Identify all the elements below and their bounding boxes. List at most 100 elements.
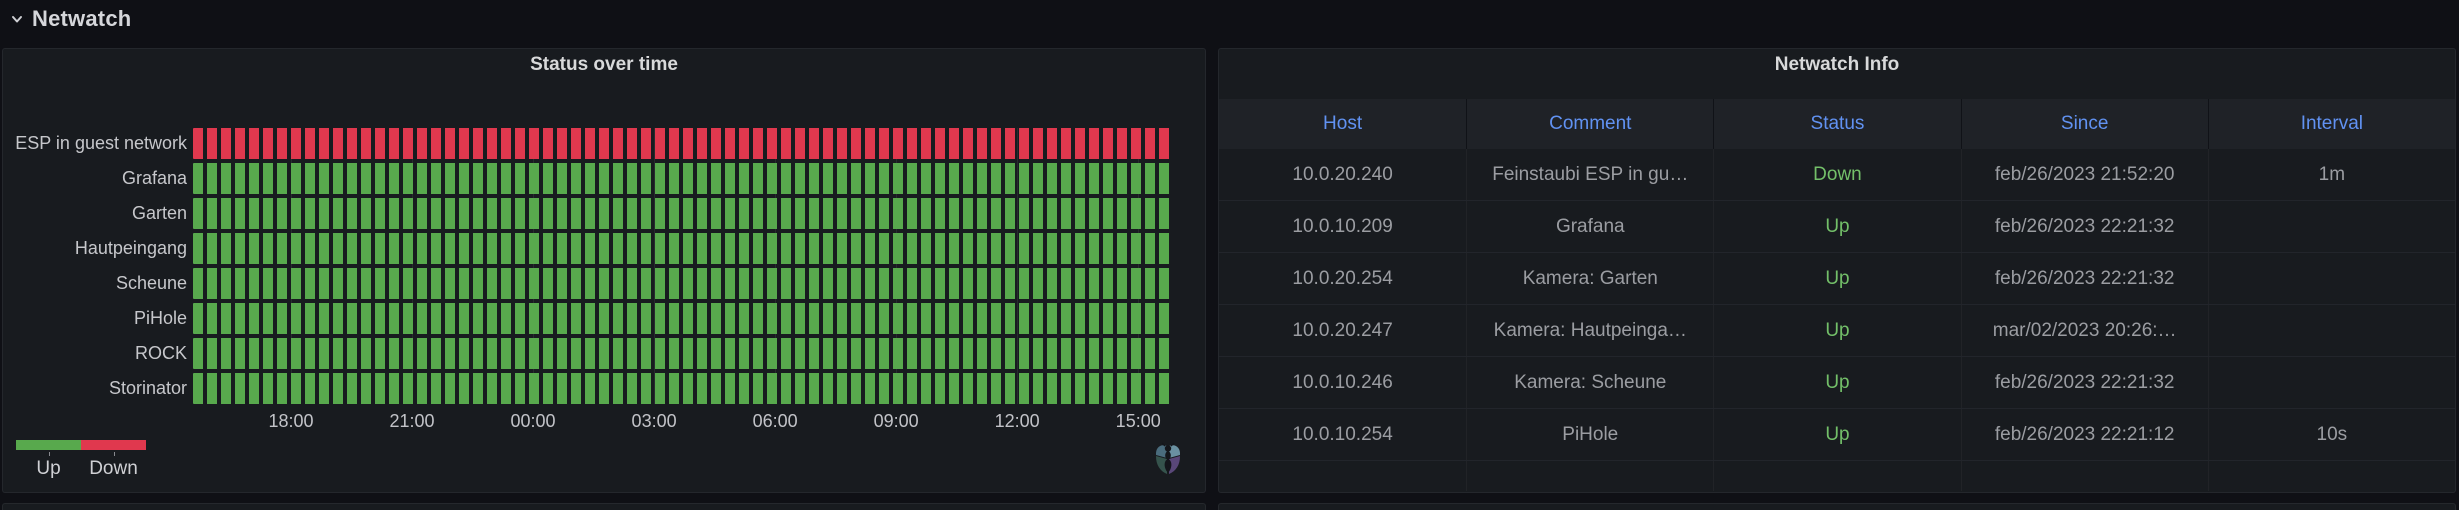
- status-row-label: ROCK: [134, 343, 187, 363]
- legend-label: Down: [89, 458, 138, 479]
- cell-since: feb/26/2023 21:52:20: [1960, 149, 2208, 200]
- cell-status: Up: [1713, 305, 1960, 356]
- cell-status: Up: [1713, 201, 1960, 252]
- legend-label: Up: [36, 458, 61, 479]
- status-row-label: Scheune: [115, 273, 187, 293]
- status-row-bars: [193, 198, 1173, 229]
- next-row-panel-sliver-left: [2, 503, 1206, 510]
- x-tick-label: 12:00: [994, 411, 1040, 431]
- cell-host: [1219, 461, 1466, 491]
- cell-interval: [2207, 461, 2455, 491]
- cell-host: 10.0.10.209: [1292, 215, 1393, 237]
- row-title[interactable]: Netwatch: [32, 6, 132, 31]
- cell-comment: [1466, 461, 1713, 491]
- status-row-bars: [193, 303, 1173, 334]
- table-row: 10.0.20.247 Kamera: Hautpeinga… Up mar/02/2…: [1219, 305, 2455, 357]
- x-tick-label: 09:00: [873, 411, 919, 431]
- cell-status: Down: [1713, 149, 1960, 200]
- panel-title-status[interactable]: Status over time: [530, 54, 678, 75]
- cell-interval: 1m: [2207, 149, 2455, 200]
- status-row-label: PiHole: [133, 308, 187, 328]
- cell-interval: [2207, 357, 2455, 408]
- netwatch-table: Host Comment Status Since Interval 10.0.20.2…: [1219, 99, 2455, 491]
- cell-status: Up: [1713, 409, 1960, 460]
- panel-title-table[interactable]: Netwatch Info: [1774, 54, 1900, 75]
- status-plot: [193, 128, 1173, 404]
- cell-since: mar/02/2023 20:26:…: [1960, 305, 2208, 356]
- chevron-down-icon[interactable]: [6, 6, 28, 32]
- cell-comment: Kamera: Garten: [1466, 253, 1713, 304]
- next-row-panel-sliver-right: [1218, 503, 2456, 510]
- cell-interval: [2207, 253, 2455, 304]
- column-header-host[interactable]: Host: [1323, 113, 1363, 134]
- cell-since: feb/26/2023 22:21:32: [1960, 253, 2208, 304]
- cell-host: 10.0.20.247: [1292, 319, 1393, 341]
- table-row: 10.0.20.240 Feinstaubi ESP in gu… Down feb/…: [1219, 149, 2455, 201]
- legend-segment: [81, 440, 146, 450]
- cell-comment: PiHole: [1466, 409, 1713, 460]
- status-over-time-panel: Status over time ESP in guest network Gra…: [2, 48, 1206, 493]
- dashboard-row-header[interactable]: Netwatch: [0, 0, 2459, 48]
- legend-tick: [113, 452, 115, 456]
- cell-comment: Kamera: Scheune: [1466, 357, 1713, 408]
- cell-since: feb/26/2023 22:21:32: [1960, 357, 2208, 408]
- cell-interval: [2207, 305, 2455, 356]
- x-tick-label: 18:00: [268, 411, 314, 431]
- table-row: 10.0.10.246 Kamera: Scheune Up feb/26/2023 …: [1219, 357, 2455, 409]
- cell-host: 10.0.10.254: [1292, 423, 1393, 445]
- status-legend: Up Down: [16, 440, 316, 479]
- cell-comment: Feinstaubi ESP in gu…: [1466, 149, 1713, 200]
- cell-status: [1713, 461, 1960, 491]
- status-row-label: ESP in guest network: [15, 133, 187, 153]
- legend-segment: [16, 440, 81, 450]
- zabbix-plugin-icon: [1155, 442, 1181, 474]
- cell-since: [1960, 461, 2208, 491]
- netwatch-info-panel: Netwatch Info Host Comment Status Since Inte…: [1218, 48, 2456, 493]
- gridline: [1017, 128, 1019, 404]
- table-row: 10.0.20.254 Kamera: Garten Up feb/26/2023 2…: [1219, 253, 2455, 305]
- table-row-partial: [1219, 461, 2455, 491]
- cell-comment: Grafana: [1466, 201, 1713, 252]
- table-body: 10.0.20.240 Feinstaubi ESP in gu… Down feb/…: [1219, 149, 2455, 491]
- status-row-labels: ESP in guest network Grafana Garten Hautpei…: [3, 128, 187, 404]
- cell-status: Up: [1713, 253, 1960, 304]
- status-row-bars: [193, 338, 1173, 369]
- status-row-bars: [193, 163, 1173, 194]
- x-tick-label: 15:00: [1115, 411, 1161, 431]
- cell-interval: [2207, 201, 2455, 252]
- status-row-label: Hautpeingang: [74, 238, 187, 258]
- x-tick-label: 00:00: [510, 411, 556, 431]
- cell-comment: Kamera: Hautpeinga…: [1466, 305, 1713, 356]
- column-header-status[interactable]: Status: [1713, 99, 1960, 149]
- gridline: [896, 128, 898, 404]
- legend-tick: [48, 452, 50, 456]
- cell-interval: 10s: [2207, 409, 2455, 460]
- gridline: [412, 128, 414, 404]
- status-row-bars: [193, 373, 1173, 404]
- x-tick-label: 03:00: [631, 411, 677, 431]
- gridline: [654, 128, 656, 404]
- time-axis: 18:00 21:00 00:00 03:00 06:00 09:00 12:00 15:00: [193, 411, 1173, 433]
- gridline: [775, 128, 777, 404]
- status-row-bars: [193, 233, 1173, 264]
- table-row: 10.0.10.254 PiHole Up feb/26/2023 22:21:12 1…: [1219, 409, 2455, 461]
- table-row: 10.0.10.209 Grafana Up feb/26/2023 22:21:32: [1219, 201, 2455, 253]
- x-tick-label: 06:00: [752, 411, 798, 431]
- gridline: [533, 128, 535, 404]
- status-row-bars: [193, 268, 1173, 299]
- cell-host: 10.0.20.254: [1292, 267, 1393, 289]
- status-row-label: Garten: [131, 203, 187, 223]
- status-row-label: Storinator: [108, 378, 187, 398]
- cell-status: Up: [1713, 357, 1960, 408]
- table-header-row: Host Comment Status Since Interval: [1219, 99, 2455, 149]
- column-header-comment[interactable]: Comment: [1466, 99, 1713, 149]
- column-header-since[interactable]: Since: [1960, 99, 2208, 149]
- cell-host: 10.0.20.240: [1292, 163, 1393, 185]
- legend-color-bar: [16, 440, 146, 450]
- x-tick-label: 21:00: [389, 411, 435, 431]
- column-header-interval[interactable]: Interval: [2207, 99, 2455, 149]
- cell-since: feb/26/2023 22:21:12: [1960, 409, 2208, 460]
- status-row-bars: [193, 128, 1173, 159]
- cell-host: 10.0.10.246: [1292, 371, 1393, 393]
- status-row-label: Grafana: [121, 168, 187, 188]
